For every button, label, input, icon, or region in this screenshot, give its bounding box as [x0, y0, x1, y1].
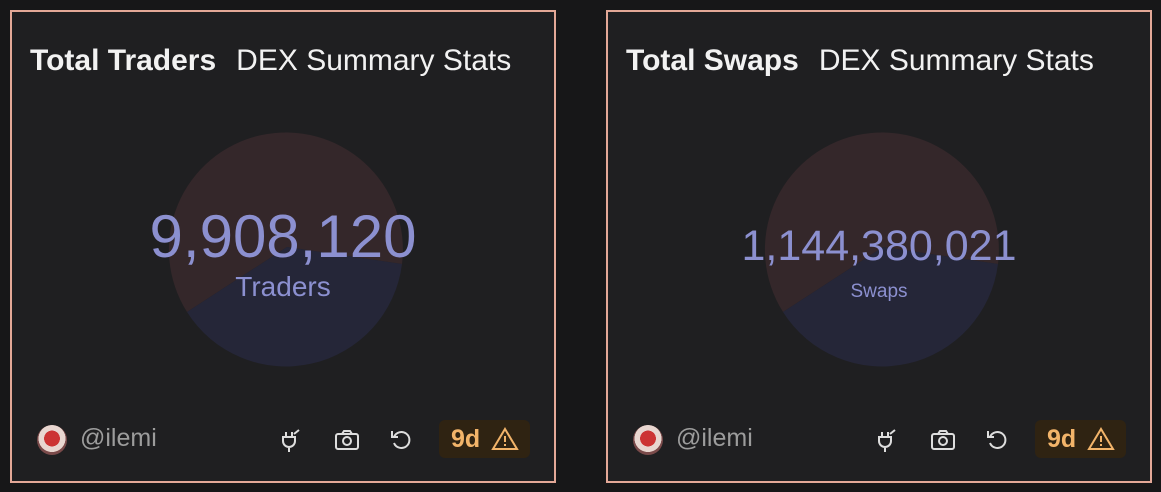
card-header: Total Swaps DEX Summary Stats: [626, 34, 1126, 87]
avatar[interactable]: [633, 425, 663, 455]
screenshot-icon[interactable]: [334, 428, 360, 452]
counter-label: Swaps: [850, 281, 908, 302]
decorative-pie: [168, 132, 403, 367]
card-footer: @ilemi 9d: [608, 420, 1150, 460]
card-title: Total Swaps: [626, 44, 799, 77]
counter-card: Total Swaps DEX Summary Stats 1,144,380,0…: [606, 10, 1152, 483]
refresh-icon[interactable]: [985, 428, 1009, 452]
counter-card: Total Traders DEX Summary Stats 9,908,120…: [10, 10, 556, 483]
counter-value: 9,908,120: [149, 203, 417, 270]
refresh-icon[interactable]: [389, 428, 413, 452]
warning-icon: [491, 427, 519, 450]
card-subtitle: DEX Summary Stats: [236, 44, 512, 77]
card-subtitle: DEX Summary Stats: [818, 44, 1094, 77]
warning-icon: [1087, 427, 1115, 450]
author[interactable]: @ilemi: [676, 424, 753, 452]
embed-icon[interactable]: [874, 428, 898, 454]
decorative-pie: [764, 132, 999, 367]
age: 9d: [1047, 425, 1077, 453]
avatar[interactable]: [37, 425, 67, 455]
counter-label: Traders: [235, 271, 331, 302]
card-title: Total Traders: [30, 44, 217, 77]
author[interactable]: @ilemi: [80, 424, 157, 452]
age-badge[interactable]: 9d: [439, 420, 530, 458]
card-header: Total Traders DEX Summary Stats: [30, 34, 530, 87]
card-footer: @ilemi 9d: [12, 420, 554, 460]
counter-value: 1,144,380,021: [741, 222, 1017, 270]
age-badge[interactable]: 9d: [1035, 420, 1126, 458]
age: 9d: [451, 425, 481, 453]
screenshot-icon[interactable]: [930, 428, 956, 452]
embed-icon[interactable]: [278, 428, 302, 454]
